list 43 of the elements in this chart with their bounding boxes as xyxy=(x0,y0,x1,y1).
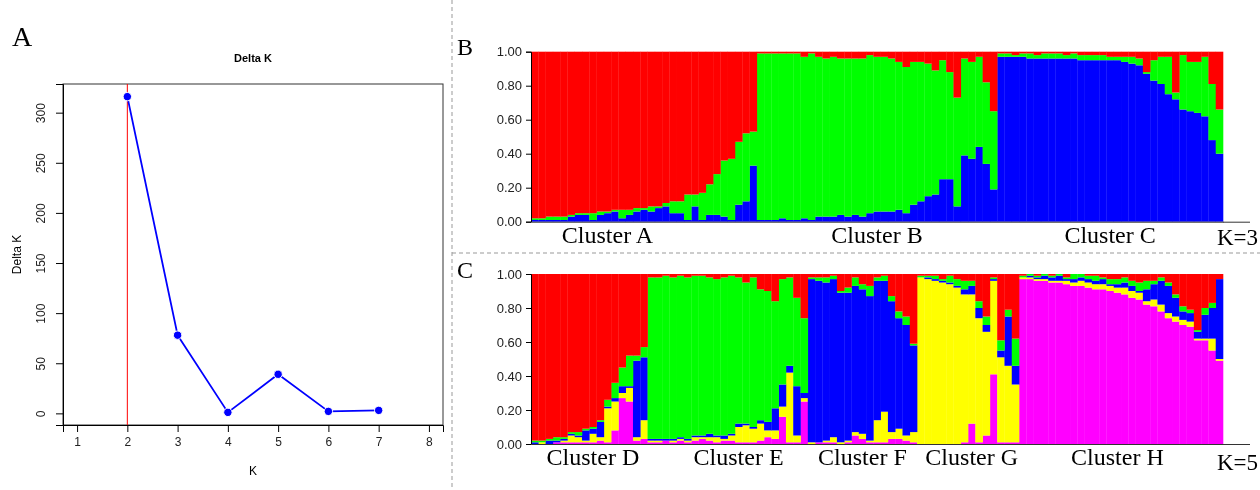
y-tick-label: 100 xyxy=(34,303,48,324)
x-tick-label: Cluster C xyxy=(1064,221,1156,248)
x-tick-label: Cluster B xyxy=(831,221,923,248)
y-tick-label: 0.00 xyxy=(496,436,522,452)
y-tick-label: 0.00 xyxy=(496,214,522,230)
y-tick-label: 0.40 xyxy=(496,146,522,162)
x-tick-label: Cluster F xyxy=(818,444,907,471)
y-tick-label: 200 xyxy=(34,203,48,224)
x-tick-label: 6 xyxy=(325,434,333,449)
x-tick-label: Cluster H xyxy=(1071,444,1164,471)
y-tick-label: 1.00 xyxy=(496,44,522,60)
x-tick-label: 3 xyxy=(174,434,182,449)
x-tick-label: 1 xyxy=(74,434,82,449)
x-tick-label: Cluster E xyxy=(693,444,784,471)
y-tick-label: 250 xyxy=(34,152,48,174)
y-axis-title: Delta K xyxy=(10,234,24,275)
x-tick-label: Cluster D xyxy=(546,444,640,471)
x-tick-label: 8 xyxy=(426,434,434,449)
y-tick-label: 50 xyxy=(34,356,48,371)
y-tick-label: 1.00 xyxy=(496,266,522,282)
chart-title: Delta K xyxy=(234,52,272,64)
x-axis-title: K xyxy=(248,464,258,478)
y-tick-label: 0.80 xyxy=(496,300,522,316)
y-tick-label: 0.60 xyxy=(496,334,522,350)
x-tick-label: Cluster A xyxy=(561,221,654,248)
y-tick-label: 0.40 xyxy=(496,368,522,384)
x-tick-label: 2 xyxy=(124,434,132,449)
y-tick-label: 0.20 xyxy=(496,402,522,418)
text: C xyxy=(457,257,474,283)
x-tick-label: 7 xyxy=(375,434,383,449)
y-tick-label: 0.80 xyxy=(496,78,522,94)
x-tick-label: Cluster G xyxy=(925,444,1019,471)
y-tick-label: 0.20 xyxy=(496,180,522,196)
text: A xyxy=(12,21,33,52)
y-tick-label: 0.60 xyxy=(496,112,522,128)
y-tick-label: 150 xyxy=(34,253,48,274)
text: K=5 xyxy=(1216,450,1258,475)
text: K=3 xyxy=(1216,225,1258,250)
text: B xyxy=(457,34,474,60)
x-tick-label: 5 xyxy=(275,434,283,449)
y-tick-label: 300 xyxy=(34,102,48,124)
y-tick-label: 0 xyxy=(34,410,48,418)
x-tick-label: 4 xyxy=(225,434,233,449)
